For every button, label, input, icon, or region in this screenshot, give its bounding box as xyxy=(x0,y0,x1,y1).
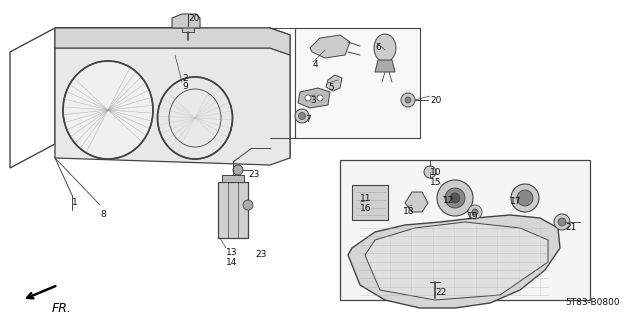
Text: FR.: FR. xyxy=(52,302,72,315)
Text: 18: 18 xyxy=(403,207,415,216)
Polygon shape xyxy=(218,182,248,238)
Text: 5T83-B0800: 5T83-B0800 xyxy=(565,298,620,307)
Text: 17: 17 xyxy=(510,197,522,206)
Circle shape xyxy=(558,218,566,226)
Polygon shape xyxy=(352,185,388,220)
Polygon shape xyxy=(182,26,194,32)
Circle shape xyxy=(472,209,478,215)
Polygon shape xyxy=(340,160,590,300)
Text: 9: 9 xyxy=(182,82,188,91)
Text: 14: 14 xyxy=(226,258,238,267)
Circle shape xyxy=(243,200,253,210)
Polygon shape xyxy=(375,60,395,72)
Text: 20: 20 xyxy=(188,14,199,23)
Circle shape xyxy=(233,165,243,175)
Circle shape xyxy=(554,214,570,230)
Text: 10: 10 xyxy=(430,168,441,177)
Circle shape xyxy=(317,95,323,101)
Circle shape xyxy=(405,97,411,103)
Circle shape xyxy=(424,166,436,178)
Circle shape xyxy=(305,95,311,101)
Text: 15: 15 xyxy=(430,178,441,187)
Polygon shape xyxy=(55,28,290,55)
Polygon shape xyxy=(222,175,244,182)
Text: 2: 2 xyxy=(182,74,188,83)
Text: 7: 7 xyxy=(305,115,311,124)
Text: 13: 13 xyxy=(226,248,238,257)
Circle shape xyxy=(295,109,309,123)
Polygon shape xyxy=(405,192,428,212)
Text: 23: 23 xyxy=(255,250,266,259)
Text: 8: 8 xyxy=(100,210,106,219)
Text: 5: 5 xyxy=(328,83,334,92)
Ellipse shape xyxy=(157,77,233,159)
Text: 6: 6 xyxy=(375,43,381,52)
Polygon shape xyxy=(295,28,420,138)
Circle shape xyxy=(468,205,482,219)
Circle shape xyxy=(450,193,460,203)
Text: 22: 22 xyxy=(435,288,447,297)
Polygon shape xyxy=(348,215,560,308)
Circle shape xyxy=(517,190,533,206)
Text: 4: 4 xyxy=(313,60,318,69)
Ellipse shape xyxy=(63,61,153,159)
Polygon shape xyxy=(310,35,350,58)
Text: 19: 19 xyxy=(467,212,478,221)
Polygon shape xyxy=(172,14,200,28)
Text: 20: 20 xyxy=(430,96,441,105)
Circle shape xyxy=(437,180,473,216)
Circle shape xyxy=(445,188,465,208)
Text: 16: 16 xyxy=(360,204,371,213)
Text: 21: 21 xyxy=(565,223,576,232)
Polygon shape xyxy=(365,222,548,300)
Text: 1: 1 xyxy=(72,198,78,207)
Text: 3: 3 xyxy=(310,96,316,105)
Circle shape xyxy=(299,113,306,119)
Circle shape xyxy=(401,93,415,107)
Text: 11: 11 xyxy=(360,194,371,203)
Ellipse shape xyxy=(374,34,396,62)
Polygon shape xyxy=(326,75,342,91)
Text: 23: 23 xyxy=(248,170,259,179)
Circle shape xyxy=(511,184,539,212)
Polygon shape xyxy=(55,48,290,165)
Text: 12: 12 xyxy=(443,196,454,205)
Polygon shape xyxy=(298,88,330,108)
